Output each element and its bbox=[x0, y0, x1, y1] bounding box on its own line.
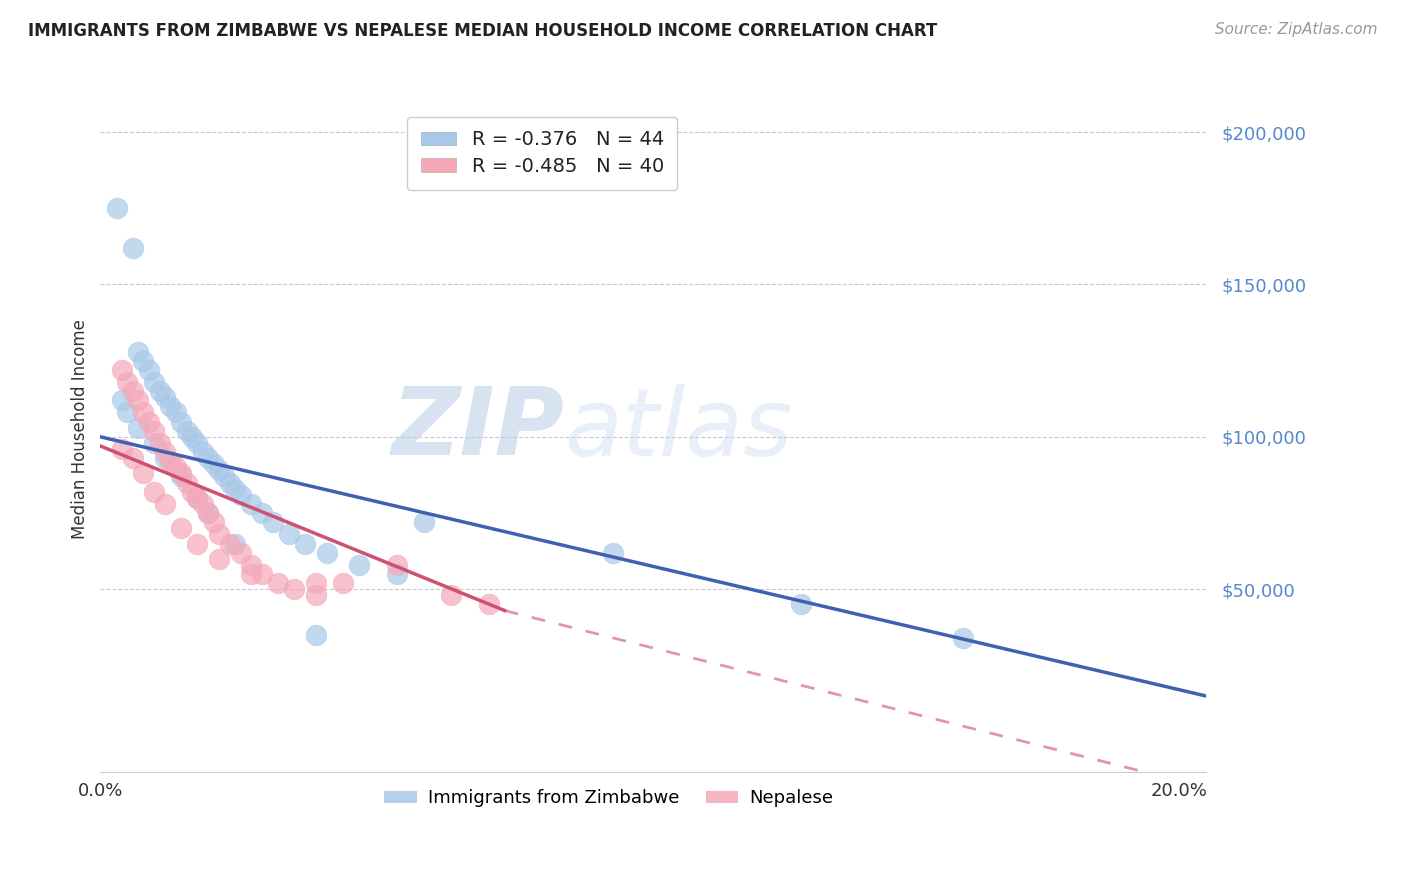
Point bbox=[952, 631, 974, 645]
Point bbox=[305, 576, 328, 591]
Point bbox=[197, 506, 219, 520]
Point bbox=[143, 424, 166, 438]
Point bbox=[218, 475, 240, 490]
Point bbox=[412, 515, 434, 529]
Point bbox=[111, 363, 134, 377]
Point bbox=[197, 506, 219, 520]
Point bbox=[153, 390, 176, 404]
Point bbox=[170, 467, 193, 481]
Point bbox=[127, 344, 149, 359]
Point bbox=[105, 201, 128, 215]
Point bbox=[138, 363, 160, 377]
Point bbox=[229, 546, 252, 560]
Point bbox=[149, 384, 172, 398]
Point bbox=[159, 400, 181, 414]
Point bbox=[111, 442, 134, 456]
Point bbox=[181, 430, 204, 444]
Text: ZIP: ZIP bbox=[392, 384, 565, 475]
Text: Source: ZipAtlas.com: Source: ZipAtlas.com bbox=[1215, 22, 1378, 37]
Point bbox=[111, 393, 134, 408]
Point bbox=[332, 576, 354, 591]
Point bbox=[385, 566, 408, 581]
Point bbox=[153, 497, 176, 511]
Point bbox=[240, 566, 263, 581]
Point bbox=[149, 436, 172, 450]
Y-axis label: Median Household Income: Median Household Income bbox=[72, 319, 89, 539]
Point bbox=[176, 475, 198, 490]
Point bbox=[132, 405, 155, 419]
Point bbox=[218, 536, 240, 550]
Point bbox=[191, 445, 214, 459]
Point bbox=[186, 536, 208, 550]
Point bbox=[305, 628, 328, 642]
Point bbox=[138, 415, 160, 429]
Point bbox=[127, 393, 149, 408]
Point bbox=[602, 546, 624, 560]
Point bbox=[477, 598, 499, 612]
Point bbox=[197, 451, 219, 466]
Point bbox=[121, 384, 143, 398]
Point bbox=[153, 445, 176, 459]
Point bbox=[440, 588, 463, 602]
Point bbox=[294, 536, 316, 550]
Point bbox=[283, 582, 305, 597]
Point bbox=[143, 375, 166, 389]
Point bbox=[121, 241, 143, 255]
Point bbox=[159, 454, 181, 468]
Point bbox=[790, 598, 813, 612]
Text: atlas: atlas bbox=[565, 384, 793, 475]
Point bbox=[250, 506, 273, 520]
Point bbox=[315, 546, 337, 560]
Point bbox=[186, 436, 208, 450]
Point bbox=[262, 515, 284, 529]
Point bbox=[278, 527, 301, 541]
Point bbox=[305, 588, 328, 602]
Point bbox=[143, 484, 166, 499]
Point bbox=[132, 353, 155, 368]
Point bbox=[208, 527, 231, 541]
Point bbox=[165, 460, 187, 475]
Point bbox=[132, 467, 155, 481]
Point bbox=[214, 469, 236, 483]
Point bbox=[385, 558, 408, 572]
Text: IMMIGRANTS FROM ZIMBABWE VS NEPALESE MEDIAN HOUSEHOLD INCOME CORRELATION CHART: IMMIGRANTS FROM ZIMBABWE VS NEPALESE MED… bbox=[28, 22, 938, 40]
Point bbox=[224, 536, 246, 550]
Point bbox=[347, 558, 370, 572]
Point bbox=[208, 463, 231, 477]
Point bbox=[229, 488, 252, 502]
Point bbox=[202, 515, 225, 529]
Point bbox=[127, 420, 149, 434]
Point bbox=[181, 484, 204, 499]
Point bbox=[240, 558, 263, 572]
Point bbox=[170, 415, 193, 429]
Point bbox=[143, 436, 166, 450]
Point bbox=[240, 497, 263, 511]
Point bbox=[202, 457, 225, 471]
Point bbox=[170, 521, 193, 535]
Point bbox=[208, 551, 231, 566]
Legend: Immigrants from Zimbabwe, Nepalese: Immigrants from Zimbabwe, Nepalese bbox=[377, 782, 841, 814]
Point bbox=[186, 491, 208, 505]
Point bbox=[165, 405, 187, 419]
Point bbox=[117, 375, 139, 389]
Point bbox=[153, 451, 176, 466]
Point bbox=[186, 491, 208, 505]
Point bbox=[224, 482, 246, 496]
Point bbox=[267, 576, 290, 591]
Point bbox=[176, 424, 198, 438]
Point bbox=[121, 451, 143, 466]
Point bbox=[191, 497, 214, 511]
Point bbox=[250, 566, 273, 581]
Point bbox=[117, 405, 139, 419]
Point bbox=[170, 469, 193, 483]
